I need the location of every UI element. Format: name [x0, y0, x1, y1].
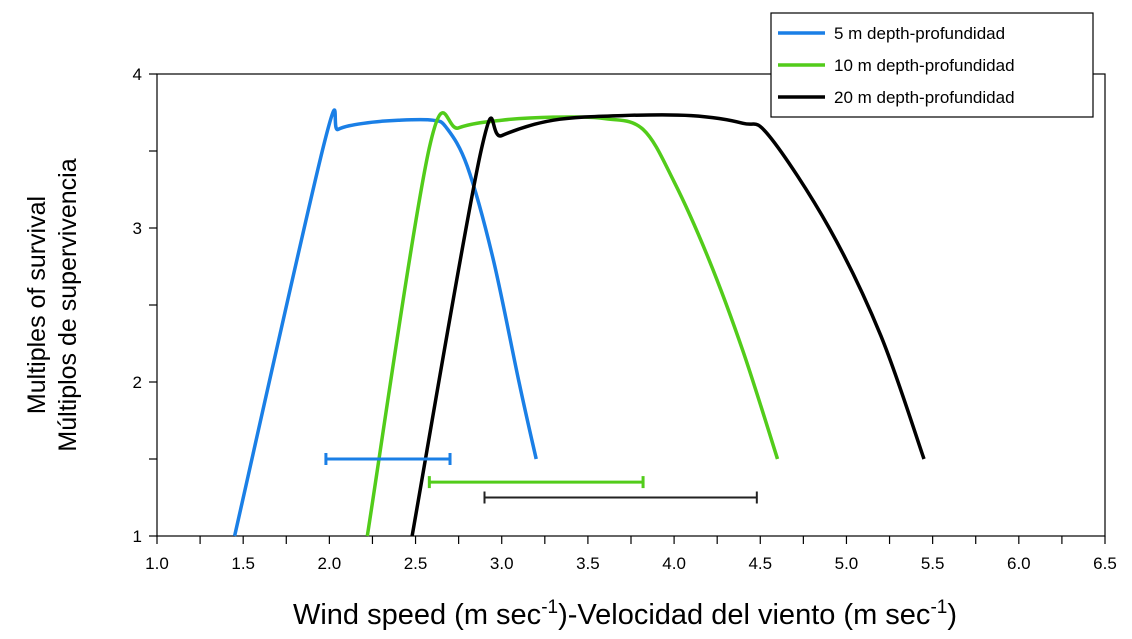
- range-bar-1: [427, 476, 645, 489]
- x-tick-label: 6.0: [1007, 554, 1031, 573]
- y-tick-label: 1: [133, 527, 142, 546]
- legend: 5 m depth-profundidad 10 m depth-profund…: [770, 12, 1094, 118]
- x-tick-label: 5.0: [835, 554, 859, 573]
- y-axis-title-line-1: Multiples of survival: [23, 196, 51, 414]
- y-axis-title-line-2: Múltiplos de supervivencia: [54, 158, 82, 451]
- x-tick-label: 2.5: [404, 554, 428, 573]
- x-axis-title-sup-1: -1: [541, 597, 558, 618]
- x-axis-title: Wind speed (m sec-1)-Velocidad del vient…: [293, 597, 957, 631]
- x-axis-title-part-1: Wind speed (m sec: [293, 599, 541, 631]
- legend-label-5m: 5 m depth-profundidad: [834, 24, 1005, 43]
- plot-frame: [156, 73, 1106, 537]
- range-bar-0: [324, 453, 452, 465]
- x-tick-label: 2.0: [318, 554, 342, 573]
- x-tick-label: 5.5: [921, 554, 945, 573]
- x-tick-label: 3.0: [490, 554, 514, 573]
- legend-label-10m: 10 m depth-profundidad: [834, 56, 1015, 75]
- x-tick-label: 1.5: [231, 554, 255, 573]
- series-line-0: [232, 108, 538, 537]
- range-bars: [324, 453, 758, 504]
- x-tick-label: 4.0: [662, 554, 686, 573]
- legend-label-20m: 20 m depth-profundidad: [834, 88, 1015, 107]
- x-axis-title-part-2: )-Velocidad del viento (m sec: [558, 599, 930, 631]
- x-tick-label: 3.5: [576, 554, 600, 573]
- series-line-1: [365, 111, 780, 537]
- x-tick-label: 6.5: [1093, 554, 1117, 573]
- range-bar-2: [483, 491, 758, 504]
- x-axis-ticks: 1.0 1.5 2.0 2.5 3.0 3.5 4.0 4.5 5.0 5.5 6.0 6.5: [145, 536, 1117, 573]
- y-tick-label: 3: [133, 219, 142, 238]
- series-line-2: [410, 113, 926, 537]
- y-tick-label: 2: [133, 373, 142, 392]
- series-lines: [232, 108, 926, 537]
- x-tick-label: 4.5: [748, 554, 772, 573]
- x-tick-label: 1.0: [145, 554, 169, 573]
- x-axis-title-sup-2: -1: [930, 597, 947, 618]
- y-axis-ticks: 1 2 3 4: [133, 65, 157, 546]
- x-axis-title-part-3: ): [947, 599, 957, 631]
- y-tick-label: 4: [133, 65, 142, 84]
